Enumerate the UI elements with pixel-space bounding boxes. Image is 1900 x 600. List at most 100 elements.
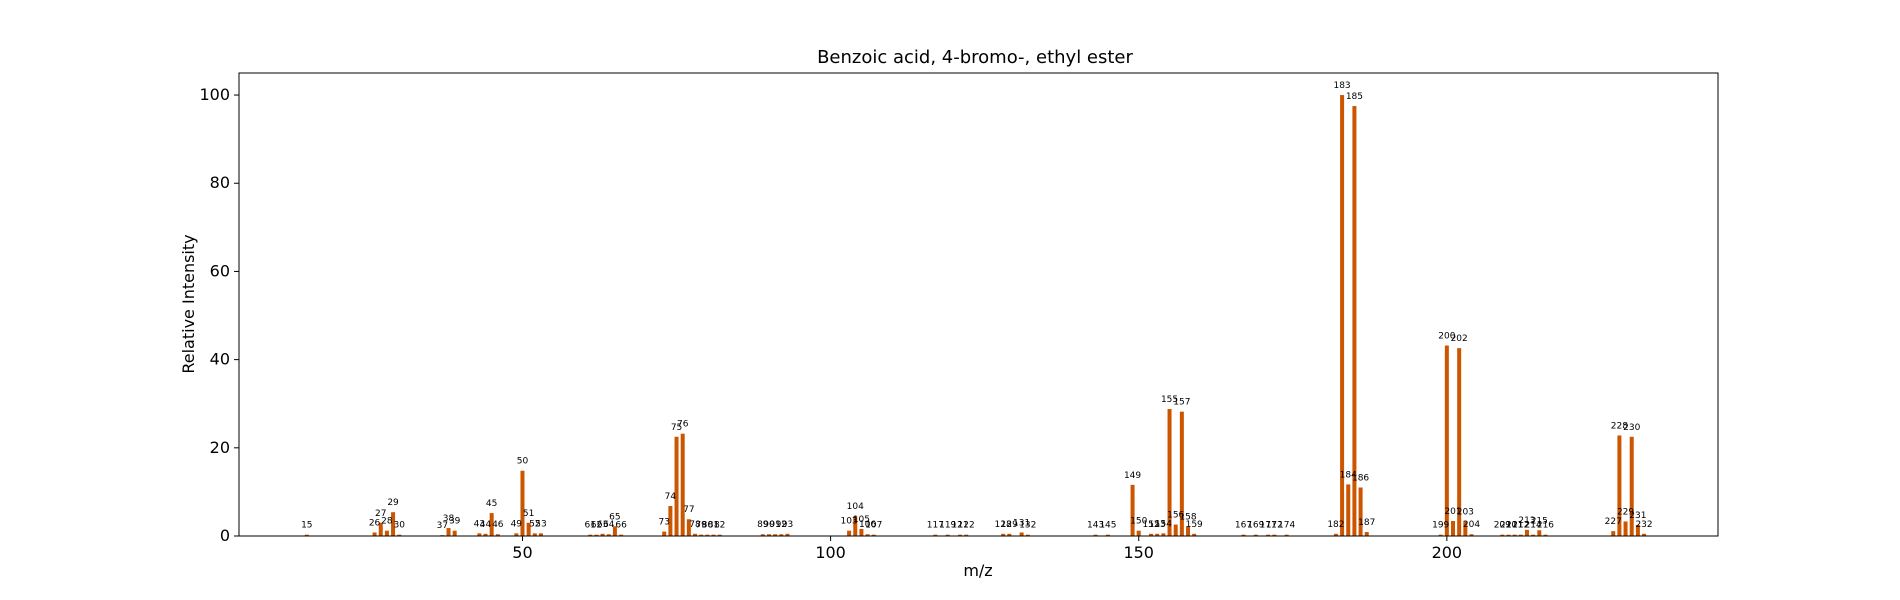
peak-label-172: 172 — [1266, 521, 1283, 531]
bar-mz-65 — [612, 526, 617, 536]
peak-label-232: 232 — [1635, 520, 1652, 530]
bar-mz-153 — [1155, 533, 1160, 536]
peak-label-27: 27 — [375, 509, 386, 519]
peak-label-122: 122 — [958, 521, 975, 531]
peak-label-77: 77 — [683, 505, 694, 515]
peak-label-209: 209 — [1494, 521, 1511, 531]
bar-mz-213 — [1524, 529, 1529, 536]
peak-label-155: 155 — [1161, 395, 1178, 405]
bar-mz-53 — [538, 533, 543, 536]
bar-mz-200 — [1444, 345, 1449, 536]
bar-mz-227 — [1611, 531, 1616, 536]
peak-label-203: 203 — [1457, 507, 1474, 517]
bar-mz-51 — [526, 522, 531, 536]
peak-label-66: 66 — [615, 521, 627, 531]
y-tick-label-0: 0 — [220, 526, 230, 545]
bar-mz-39 — [452, 530, 457, 536]
peak-label-74: 74 — [665, 492, 677, 502]
peak-label-78: 78 — [689, 520, 701, 530]
peak-label-184: 184 — [1340, 470, 1357, 480]
bar-mz-184 — [1346, 484, 1351, 536]
bar-mz-61 — [588, 534, 593, 536]
y-tick-label-20: 20 — [210, 438, 230, 457]
y-tick-label-40: 40 — [210, 350, 230, 369]
bar-mz-89 — [760, 534, 765, 536]
peak-label-186: 186 — [1352, 474, 1369, 484]
peak-label-167: 167 — [1235, 521, 1252, 531]
bar-mz-121 — [958, 534, 963, 536]
x-axis-title: m/z — [963, 561, 992, 580]
bar-mz-74 — [668, 506, 673, 536]
bar-mz-214 — [1531, 534, 1536, 536]
peak-label-51: 51 — [523, 509, 534, 519]
bar-mz-78 — [693, 533, 698, 536]
bar-mz-199 — [1438, 534, 1443, 536]
peak-label-62: 62 — [591, 521, 602, 531]
peak-label-174: 174 — [1278, 521, 1295, 531]
bar-mz-77 — [686, 519, 691, 536]
peak-label-65: 65 — [609, 512, 620, 522]
peak-label-64: 64 — [603, 520, 615, 530]
bar-mz-231 — [1635, 524, 1640, 536]
bar-mz-119 — [945, 534, 950, 536]
bar-mz-229 — [1623, 521, 1628, 536]
bar-mz-82 — [717, 534, 722, 536]
peak-label-153: 153 — [1149, 520, 1166, 530]
bar-mz-158 — [1186, 526, 1191, 536]
bar-mz-183 — [1340, 95, 1345, 537]
peak-label-76: 76 — [677, 420, 689, 430]
bar-mz-204 — [1469, 534, 1474, 536]
peak-label-105: 105 — [853, 515, 870, 525]
bar-mz-43 — [477, 533, 482, 536]
bar-mz-92 — [779, 534, 784, 536]
peak-label-119: 119 — [939, 521, 956, 531]
peak-label-131: 131 — [1013, 518, 1030, 528]
peak-label-229: 229 — [1617, 507, 1634, 517]
bar-mz-103 — [847, 530, 852, 536]
peak-label-53: 53 — [535, 519, 546, 529]
bar-mz-145 — [1105, 534, 1110, 536]
bar-mz-172 — [1272, 534, 1277, 536]
peak-label-158: 158 — [1179, 512, 1196, 522]
bar-mz-63 — [600, 533, 605, 536]
bar-mz-182 — [1333, 533, 1338, 536]
bar-mz-106 — [865, 534, 870, 536]
peak-label-82: 82 — [714, 521, 725, 531]
peak-label-145: 145 — [1099, 521, 1116, 531]
peak-label-230: 230 — [1623, 423, 1640, 433]
peak-label-185: 185 — [1346, 92, 1363, 102]
bar-mz-216 — [1543, 534, 1548, 536]
peak-label-152: 152 — [1142, 520, 1159, 530]
bar-mz-215 — [1537, 530, 1542, 536]
x-tick-label-50: 50 — [512, 543, 532, 562]
bar-mz-131 — [1019, 532, 1024, 536]
bar-mz-93 — [785, 533, 790, 536]
peak-label-183: 183 — [1333, 81, 1350, 91]
peak-label-156: 156 — [1167, 511, 1184, 521]
peak-label-37: 37 — [437, 521, 448, 531]
peak-label-182: 182 — [1327, 520, 1344, 530]
bar-mz-149 — [1130, 484, 1135, 536]
bar-mz-202 — [1457, 348, 1462, 536]
peak-label-210: 210 — [1500, 521, 1517, 531]
peak-label-49: 49 — [511, 519, 523, 529]
peak-label-93: 93 — [782, 520, 793, 530]
bar-mz-154 — [1161, 533, 1166, 536]
peak-label-187: 187 — [1358, 518, 1375, 528]
peak-label-39: 39 — [449, 517, 461, 527]
bar-mz-73 — [662, 531, 667, 536]
y-tick-label-60: 60 — [210, 261, 230, 280]
peak-label-169: 169 — [1247, 521, 1264, 531]
peak-label-154: 154 — [1155, 519, 1172, 529]
bar-mz-230 — [1629, 436, 1634, 536]
bar-mz-90 — [766, 534, 771, 536]
bar-mz-75 — [674, 436, 679, 536]
bar-mz-28 — [384, 530, 389, 536]
peak-label-26: 26 — [369, 518, 381, 528]
x-tick-label-100: 100 — [815, 543, 846, 562]
bar-mz-104 — [853, 516, 858, 536]
peak-label-46: 46 — [492, 520, 504, 530]
peak-label-107: 107 — [865, 521, 882, 531]
y-axis-title: Relative Intensity — [179, 234, 198, 373]
plot-frame — [238, 72, 1719, 537]
